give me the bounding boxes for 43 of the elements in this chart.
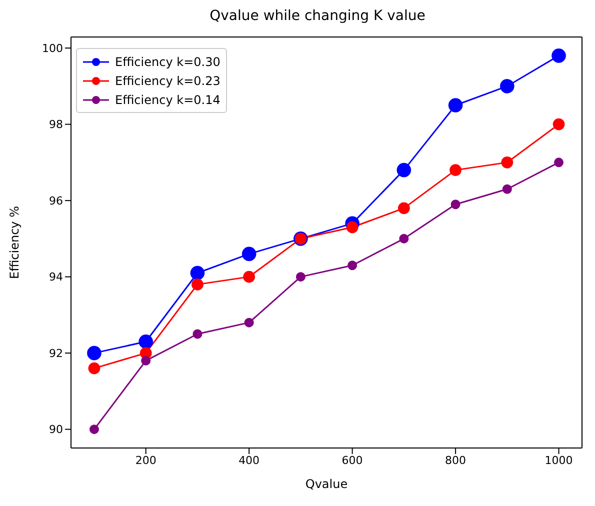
point bbox=[448, 98, 463, 112]
y-tick-label: 98 bbox=[49, 118, 63, 132]
y-axis-title: Efficiency % bbox=[7, 206, 22, 280]
chart-title: Qvalue while changing K value bbox=[208, 8, 426, 26]
point bbox=[89, 424, 99, 434]
point bbox=[138, 334, 153, 349]
point bbox=[554, 158, 564, 168]
x-axis-title: Qvalue bbox=[305, 477, 348, 491]
x-tick-label: 800 bbox=[445, 454, 466, 467]
point bbox=[398, 202, 410, 214]
y-tick-label: 100 bbox=[42, 42, 63, 55]
x-tick-label: 400 bbox=[238, 454, 260, 467]
y-tick-label: 94 bbox=[49, 270, 63, 284]
point bbox=[190, 266, 205, 280]
point bbox=[87, 346, 102, 360]
point bbox=[192, 329, 202, 339]
x-tick-label: 600 bbox=[342, 454, 363, 467]
legend-label: Efficiency k=0.23 bbox=[115, 74, 220, 88]
x-tick-label: 200 bbox=[135, 454, 156, 467]
point bbox=[141, 356, 151, 366]
point bbox=[192, 278, 204, 290]
point bbox=[348, 260, 358, 270]
y-tick-label: 92 bbox=[49, 346, 63, 360]
x-tick-label: 1000 bbox=[544, 454, 573, 467]
point bbox=[552, 118, 565, 130]
point bbox=[88, 362, 100, 374]
point bbox=[396, 162, 412, 178]
y-tick-label: 96 bbox=[49, 194, 63, 208]
point bbox=[399, 234, 409, 244]
point bbox=[500, 79, 514, 94]
legend-label: Efficiency k=0.14 bbox=[115, 92, 220, 106]
point bbox=[244, 318, 254, 328]
point bbox=[346, 221, 358, 234]
y-tick-label: 90 bbox=[49, 423, 63, 436]
legend-label: Efficiency k=0.30 bbox=[115, 54, 220, 68]
point bbox=[296, 272, 306, 282]
point bbox=[243, 270, 256, 283]
point bbox=[242, 246, 256, 262]
point bbox=[552, 48, 566, 63]
point bbox=[502, 184, 512, 194]
point bbox=[450, 164, 462, 176]
point bbox=[501, 156, 514, 168]
point bbox=[450, 200, 460, 210]
